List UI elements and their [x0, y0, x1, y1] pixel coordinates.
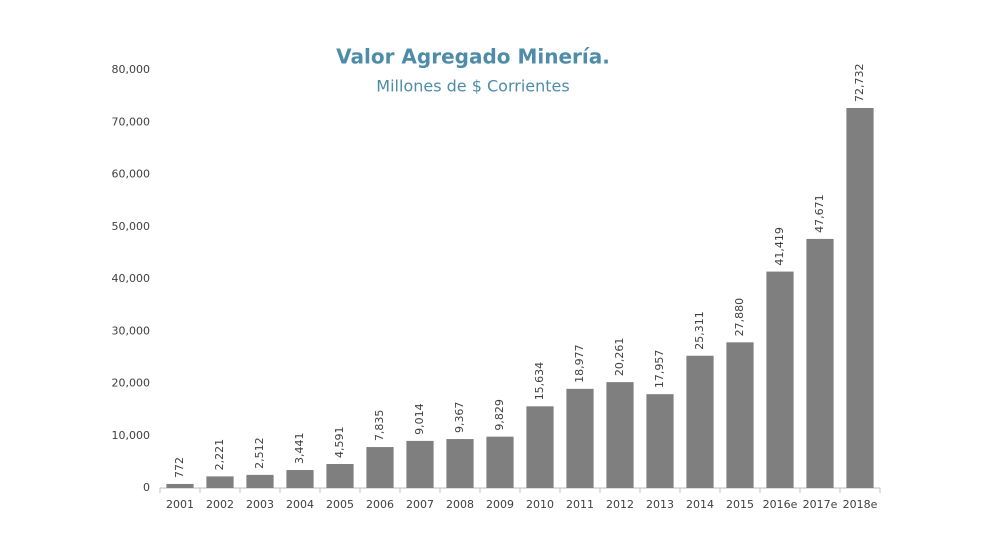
bar [246, 474, 274, 488]
x-tick-label: 2007 [406, 498, 434, 511]
x-tick-label: 2008 [446, 498, 474, 511]
value-label: 41,419 [773, 227, 786, 266]
bar [606, 382, 634, 488]
x-tick-label: 2016e [763, 498, 798, 511]
bar [446, 439, 474, 488]
value-label: 17,957 [653, 350, 666, 389]
y-tick-label: 40,000 [112, 272, 151, 285]
value-label: 25,311 [693, 311, 706, 350]
value-label: 7,835 [373, 410, 386, 442]
value-label: 9,829 [493, 399, 506, 431]
value-label: 772 [173, 457, 186, 478]
x-tick-label: 2009 [486, 498, 514, 511]
chart-title: Valor Agregado Minería. [336, 45, 610, 69]
bar [166, 483, 194, 488]
y-tick-label: 70,000 [112, 115, 151, 128]
x-tick-label: 2014 [686, 498, 714, 511]
value-label: 47,671 [813, 194, 826, 233]
value-label: 72,732 [853, 63, 866, 102]
value-label: 18,977 [573, 344, 586, 383]
x-tick-label: 2017e [803, 498, 838, 511]
bar [486, 436, 514, 488]
x-tick-label: 2005 [326, 498, 354, 511]
value-label: 27,880 [733, 298, 746, 337]
bar [366, 447, 394, 488]
y-tick-label: 80,000 [112, 63, 151, 76]
bar [806, 238, 834, 488]
bar [286, 470, 314, 488]
x-tick-label: 2002 [206, 498, 234, 511]
bar [206, 476, 234, 488]
x-tick-label: 2018e [843, 498, 878, 511]
y-tick-label: 20,000 [112, 377, 151, 390]
x-tick-label: 2011 [566, 498, 594, 511]
bar [846, 107, 874, 488]
x-tick-label: 2003 [246, 498, 274, 511]
chart-subtitle: Millones de $ Corrientes [376, 77, 569, 96]
x-tick-label: 2001 [166, 498, 194, 511]
x-tick-label: 2015 [726, 498, 754, 511]
value-label: 9,367 [453, 402, 466, 434]
y-tick-label: 0 [143, 481, 150, 494]
y-tick-label: 10,000 [112, 429, 151, 442]
value-label: 4,591 [333, 427, 346, 459]
y-tick-label: 60,000 [112, 168, 151, 181]
bar [726, 342, 754, 488]
bar [646, 394, 674, 488]
value-label: 2,512 [253, 437, 266, 469]
bar [686, 355, 714, 488]
value-label: 3,441 [293, 433, 306, 465]
bar [566, 388, 594, 488]
y-tick-label: 50,000 [112, 220, 151, 233]
bar [766, 271, 794, 488]
x-tick-label: 2010 [526, 498, 554, 511]
value-label: 20,261 [613, 338, 626, 377]
bar [526, 406, 554, 488]
bar [326, 464, 354, 488]
x-tick-label: 2013 [646, 498, 674, 511]
x-tick-label: 2004 [286, 498, 314, 511]
x-tick-label: 2012 [606, 498, 634, 511]
bar [406, 440, 434, 488]
value-label: 15,634 [533, 362, 546, 401]
value-label: 2,221 [213, 439, 226, 471]
x-tick-label: 2006 [366, 498, 394, 511]
y-tick-label: 30,000 [112, 324, 151, 337]
value-label: 9,014 [413, 403, 426, 435]
